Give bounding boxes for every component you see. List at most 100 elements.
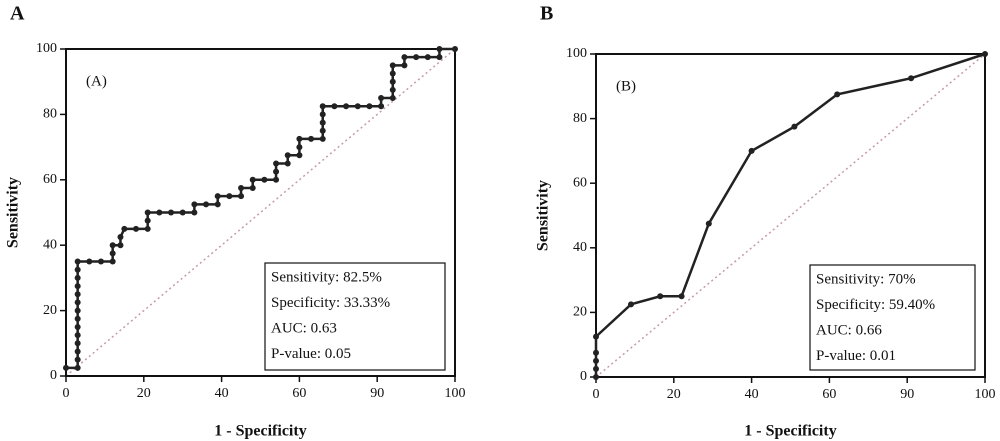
stats-box bbox=[809, 264, 976, 371]
point bbox=[191, 209, 198, 216]
point bbox=[144, 225, 151, 232]
point bbox=[389, 95, 396, 102]
point bbox=[74, 348, 81, 355]
x-tick-label: 40 bbox=[215, 386, 229, 401]
point bbox=[179, 209, 186, 216]
point bbox=[319, 103, 326, 110]
frame bbox=[65, 48, 456, 377]
point bbox=[296, 135, 303, 142]
point bbox=[296, 144, 303, 151]
point bbox=[834, 91, 841, 98]
x-axis-label: 1 - Specificity bbox=[214, 423, 306, 440]
point bbox=[74, 307, 81, 314]
point bbox=[331, 103, 338, 110]
point bbox=[74, 266, 81, 273]
point bbox=[436, 46, 443, 52]
x-tick-label: 100 bbox=[445, 386, 466, 401]
point bbox=[226, 193, 233, 200]
point bbox=[657, 293, 664, 300]
point bbox=[273, 176, 280, 183]
point bbox=[273, 168, 280, 175]
point bbox=[74, 340, 81, 347]
stats-text: Sensitivity: 82.5% bbox=[271, 269, 382, 285]
y-tick-label: 0 bbox=[580, 369, 587, 384]
y-tick-label: 40 bbox=[43, 237, 57, 252]
point bbox=[308, 135, 315, 142]
y-tick-label: 60 bbox=[573, 175, 587, 190]
x-tick-label: 20 bbox=[137, 386, 151, 401]
stats-text: P-value: 0.05 bbox=[271, 346, 351, 362]
point bbox=[109, 258, 116, 265]
diagonal bbox=[595, 53, 986, 378]
point bbox=[593, 333, 599, 340]
point bbox=[238, 193, 245, 200]
point bbox=[261, 176, 268, 183]
x-tick-label: 0 bbox=[63, 386, 70, 401]
point bbox=[74, 274, 81, 281]
x-tick-label: 90 bbox=[900, 387, 914, 402]
point bbox=[319, 127, 326, 134]
point bbox=[144, 217, 151, 224]
point bbox=[389, 70, 396, 77]
stats-text: AUC: 0.66 bbox=[816, 322, 882, 338]
point bbox=[354, 103, 361, 110]
x-tick-label: 40 bbox=[745, 387, 759, 402]
point bbox=[982, 51, 988, 57]
stats-text: Specificity: 33.33% bbox=[271, 295, 390, 311]
x-tick-label: 20 bbox=[667, 387, 681, 402]
x-tick-label: 60 bbox=[292, 386, 306, 401]
y-axis-label: Sensitivity bbox=[5, 177, 22, 248]
point bbox=[284, 152, 291, 159]
point bbox=[452, 46, 458, 52]
point bbox=[144, 209, 151, 216]
y-tick-label: 40 bbox=[573, 240, 587, 255]
point bbox=[249, 184, 256, 191]
panel-label: A bbox=[10, 3, 25, 25]
point bbox=[156, 209, 163, 216]
point bbox=[296, 152, 303, 159]
y-tick-label: 20 bbox=[573, 305, 587, 320]
point bbox=[593, 349, 599, 356]
inset-label: (B) bbox=[616, 78, 636, 94]
point bbox=[705, 220, 712, 227]
inset-label: (A) bbox=[86, 73, 107, 89]
point bbox=[117, 242, 124, 249]
x-tick-label: 60 bbox=[822, 387, 836, 402]
point bbox=[389, 62, 396, 69]
frame bbox=[595, 53, 986, 378]
x-axis-label: 1 - Specificity bbox=[744, 423, 836, 440]
point bbox=[109, 242, 116, 249]
point bbox=[168, 209, 175, 216]
stats-text: AUC: 0.63 bbox=[271, 320, 337, 336]
point bbox=[593, 365, 599, 372]
point bbox=[133, 225, 140, 232]
point bbox=[191, 201, 198, 208]
point bbox=[748, 147, 755, 154]
point bbox=[74, 258, 81, 265]
point bbox=[74, 315, 81, 322]
point bbox=[74, 356, 81, 363]
y-tick-label: 80 bbox=[573, 111, 587, 126]
point bbox=[214, 201, 221, 208]
point bbox=[117, 234, 124, 241]
point bbox=[436, 54, 443, 61]
point bbox=[98, 258, 105, 265]
point bbox=[74, 283, 81, 290]
x-tick-label: 0 bbox=[593, 387, 600, 402]
stats-text: P-value: 0.01 bbox=[816, 348, 896, 364]
point bbox=[791, 123, 798, 130]
point bbox=[678, 293, 685, 300]
y-axis-label: Sensitivity bbox=[535, 180, 552, 251]
stats-text: Specificity: 59.40% bbox=[816, 297, 935, 313]
point bbox=[593, 374, 599, 380]
point bbox=[74, 364, 81, 371]
point bbox=[86, 258, 93, 265]
y-tick-label: 60 bbox=[43, 172, 57, 187]
y-tick-label: 100 bbox=[566, 46, 587, 61]
stats-box bbox=[264, 262, 446, 371]
x-tick-label: 90 bbox=[370, 386, 384, 401]
y-tick-label: 20 bbox=[43, 303, 57, 318]
point bbox=[74, 323, 81, 330]
point bbox=[249, 176, 256, 183]
